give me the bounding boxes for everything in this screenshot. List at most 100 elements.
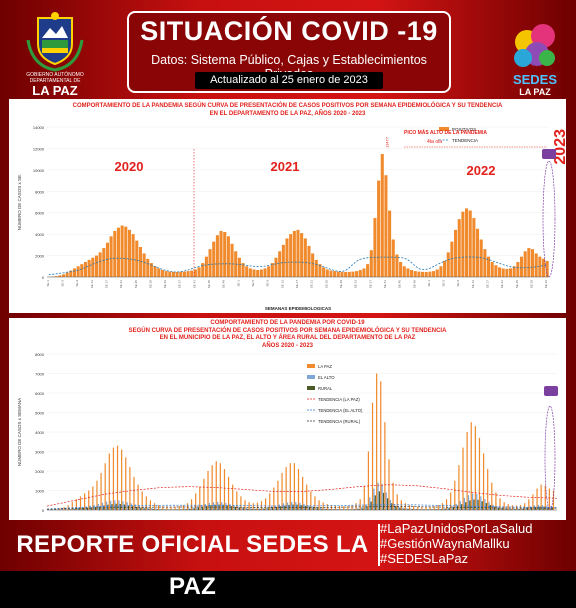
chart1-bar [326,270,329,278]
chart2-bar-0 [364,487,365,510]
chart2-bar-0 [467,432,468,510]
chart1-bar [117,228,120,277]
sedes-logo: SEDES LA PAZ [505,12,565,98]
chart1-bar [252,270,255,278]
chart2-bar-2 [206,506,207,510]
chart2-bar-1 [365,505,366,510]
chart2-bar-1 [501,508,502,510]
chart1-bar [161,270,164,277]
chart2-bar-1 [398,506,399,510]
chart2-bar-2 [111,504,112,510]
chart1-bar [121,226,124,277]
chart1-bar [450,242,453,277]
chart2-bar-2 [313,507,314,510]
chart1-bar [172,272,175,277]
chart1-x-tick: SE 33 [544,280,548,289]
chart1-bar [476,229,479,277]
chart2-bar-0 [376,374,377,511]
chart2-bar-0 [154,503,155,510]
chart2-bar-0 [195,493,196,510]
updated-date: Actualizado al 25 enero de 2023 [195,72,383,89]
chart2-bar-1 [386,492,387,510]
chart2-bar-2 [539,506,540,510]
chart2-bar-0 [458,465,459,510]
chart1-bar [344,272,347,277]
title-box: SITUACIÓN COVID -19 Datos: Sistema Públi… [127,11,451,93]
chart2-bar-0 [409,505,410,510]
chart2-bar-0 [137,485,138,510]
chart1-year-label: 2022 [467,163,496,178]
chart2-bar-1 [361,507,362,510]
chart1-x-tick: SE 37 [368,280,372,289]
chart2-bar-0 [224,469,225,510]
chart2-hand-icon [544,386,558,396]
chart2-bar-2 [235,507,236,510]
chart2-title: COMPORTAMIENTO DE LA PANDEMIA POR COVID-… [9,320,566,328]
chart1-bar [278,251,281,277]
chart2-bar-1 [382,485,383,510]
chart1-bar [535,253,538,277]
chart1-bar [212,242,215,277]
chart2-bar-0 [475,426,476,510]
chart1-bar [102,248,105,277]
chart1-bar [307,246,310,277]
chart1-x-tick: SE 5 [251,280,255,287]
logo-line-1: GOBIERNO AUTÓNOMO [26,71,84,78]
chart1-bar [505,269,508,277]
chart2-bar-1 [456,504,457,510]
chart1-bar [491,262,494,277]
chart2-bar-1 [464,498,465,510]
chart1-y-tick: 6000 [35,211,45,216]
chart2-bar-2 [494,507,495,510]
chart1-bar [318,264,321,277]
chart2-legend-label: TENDENCIA (LA PAZ) [318,397,360,402]
chart1-bar [198,267,201,277]
chart2-subtitle3: AÑOS 2020 - 2023 [9,343,566,351]
chart2-subtitle: SEGÚN CURVA DE PRESENTACIÓN DE CASOS POS… [9,328,566,336]
chart2-bar-0 [203,479,204,510]
chart1-bar [95,256,98,277]
chart2-bar-0 [302,477,303,510]
chart2-y-label: NÚMERO DE CASOS x SEMANA [16,398,22,466]
chart1-bar [223,232,226,277]
chart2-bar-0 [380,381,381,510]
chart1-hand-icon [542,149,556,159]
chart1-bar [267,266,270,277]
chart2-bar-2 [239,508,240,510]
chart1-bar [524,251,527,277]
chart1-bar [472,218,475,277]
chart1-x-tick: SE 45 [398,280,402,289]
chart1-year-label: 2020 [115,159,144,174]
chart2-bar-1 [369,497,370,510]
hashtag-2: #GestiónWaynaMallku [380,536,570,551]
chart1-bar [73,268,76,277]
chart1-bar [154,266,157,277]
chart2-bar-0 [129,467,130,510]
chart1-bar [377,181,380,277]
chart2-bar-0 [384,422,385,510]
chart2-bar-1 [114,500,115,510]
chart1-bar [509,268,512,277]
chart2-svg: 010002000300040005000600070008000NÚMERO … [9,350,566,520]
chart1-y-tick: 10000 [33,168,45,173]
chart2-bar-1 [283,503,284,510]
chart1-bar [421,272,424,277]
chart2-bar-0 [339,506,340,510]
chart2-y-tick: 8000 [35,352,45,357]
chart1-bar [110,236,113,277]
chart2-bar-0 [323,503,324,510]
chart1-bar [183,272,186,277]
chart2-bar-0 [113,448,114,510]
chart2-bar-0 [343,506,344,510]
chart2-bar-2 [379,491,380,510]
chart2-bar-0 [187,503,188,510]
chart2-bar-0 [207,471,208,510]
chart1-bar [263,268,266,277]
chart2-bar-0 [471,422,472,510]
chart2-bar-0 [532,494,533,510]
chart2-bar-2 [482,501,483,510]
chart1-bar [205,257,208,277]
chart2-bar-1 [484,499,485,510]
chart2-y-tick: 6000 [35,391,45,396]
chart2-bar-1 [106,502,107,510]
